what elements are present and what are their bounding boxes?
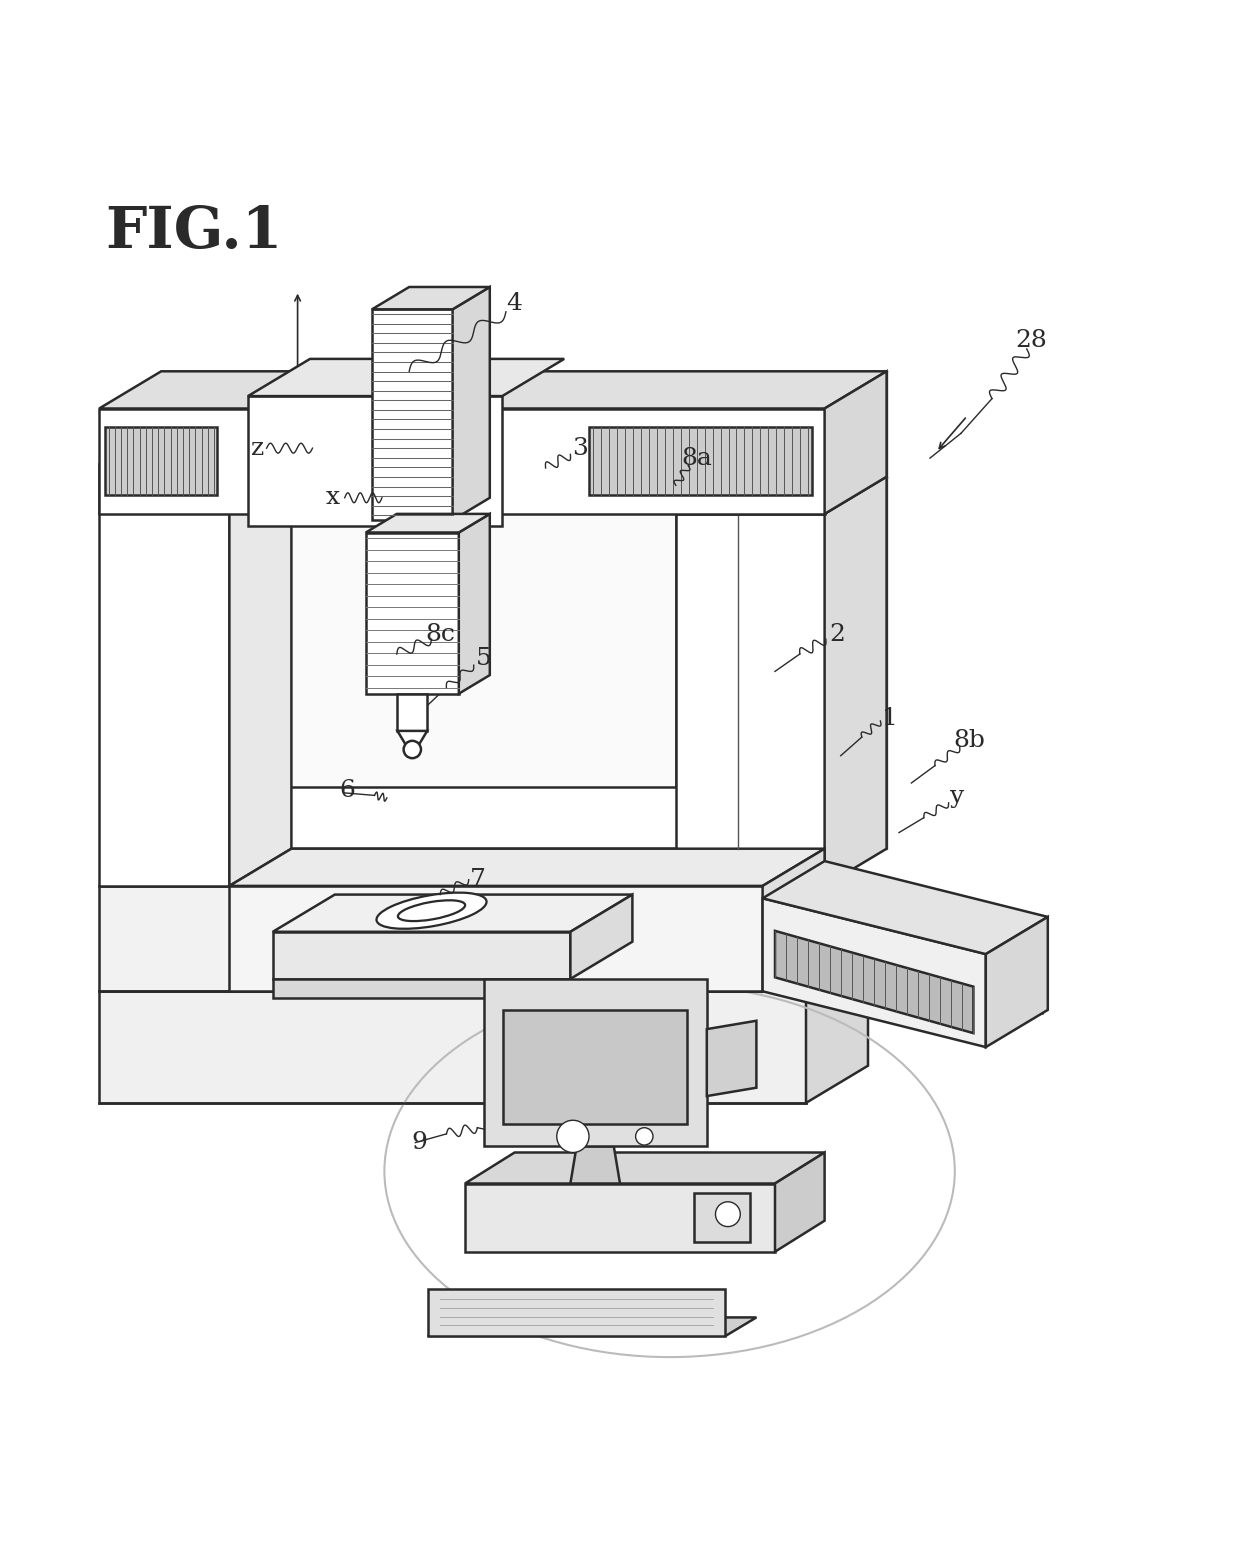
Polygon shape [459,514,490,693]
Circle shape [636,1127,653,1146]
Polygon shape [248,396,502,526]
Polygon shape [99,991,806,1104]
Ellipse shape [398,901,465,921]
Text: 8b: 8b [954,729,986,752]
Polygon shape [273,894,632,932]
Circle shape [403,741,422,759]
Polygon shape [372,287,490,309]
Polygon shape [676,476,887,514]
Polygon shape [372,309,453,520]
Bar [589,428,812,495]
Text: 6: 6 [340,779,355,802]
Polygon shape [229,887,763,991]
Bar [694,1194,750,1243]
Text: 7: 7 [470,868,485,891]
Polygon shape [465,1152,825,1183]
Polygon shape [229,428,291,887]
Polygon shape [570,1146,620,1183]
Bar [105,428,217,495]
Polygon shape [794,849,856,991]
Polygon shape [99,372,887,409]
Polygon shape [99,464,229,887]
Polygon shape [763,862,1048,954]
Text: 8c: 8c [425,623,455,646]
Text: FIG.1: FIG.1 [105,204,283,259]
Text: y: y [950,785,965,809]
Circle shape [557,1121,589,1152]
Ellipse shape [377,893,486,929]
Circle shape [715,1202,740,1227]
Text: 2: 2 [830,623,844,646]
Polygon shape [707,1021,756,1096]
Polygon shape [428,1289,725,1336]
Text: 8a: 8a [682,446,712,470]
Text: 5: 5 [476,648,491,671]
Text: 1: 1 [883,707,898,731]
Polygon shape [763,849,825,991]
Polygon shape [99,954,868,991]
Polygon shape [676,514,825,887]
Text: x: x [325,487,340,509]
Text: 9: 9 [412,1132,427,1154]
Polygon shape [229,849,825,887]
Polygon shape [248,409,676,787]
Bar [503,1010,687,1124]
Text: z: z [252,437,264,459]
Polygon shape [465,1183,775,1252]
Polygon shape [248,359,564,396]
Polygon shape [99,428,291,464]
Polygon shape [397,731,427,756]
Polygon shape [484,979,707,1146]
Text: 3: 3 [573,437,588,459]
Polygon shape [99,887,794,991]
Polygon shape [453,287,490,520]
Polygon shape [99,849,856,887]
Polygon shape [738,476,887,849]
Polygon shape [273,932,570,979]
Polygon shape [986,916,1048,1047]
Polygon shape [775,930,973,1033]
Polygon shape [428,1317,756,1336]
Polygon shape [763,898,986,1047]
Text: 4: 4 [507,292,522,315]
Text: 28: 28 [1016,329,1048,351]
Polygon shape [397,693,427,731]
Polygon shape [775,1152,825,1252]
Polygon shape [273,979,570,997]
Polygon shape [570,894,632,979]
Polygon shape [825,372,887,514]
Polygon shape [806,954,868,1104]
Polygon shape [366,514,490,532]
Polygon shape [825,476,887,887]
Polygon shape [99,409,825,514]
Polygon shape [366,532,459,693]
